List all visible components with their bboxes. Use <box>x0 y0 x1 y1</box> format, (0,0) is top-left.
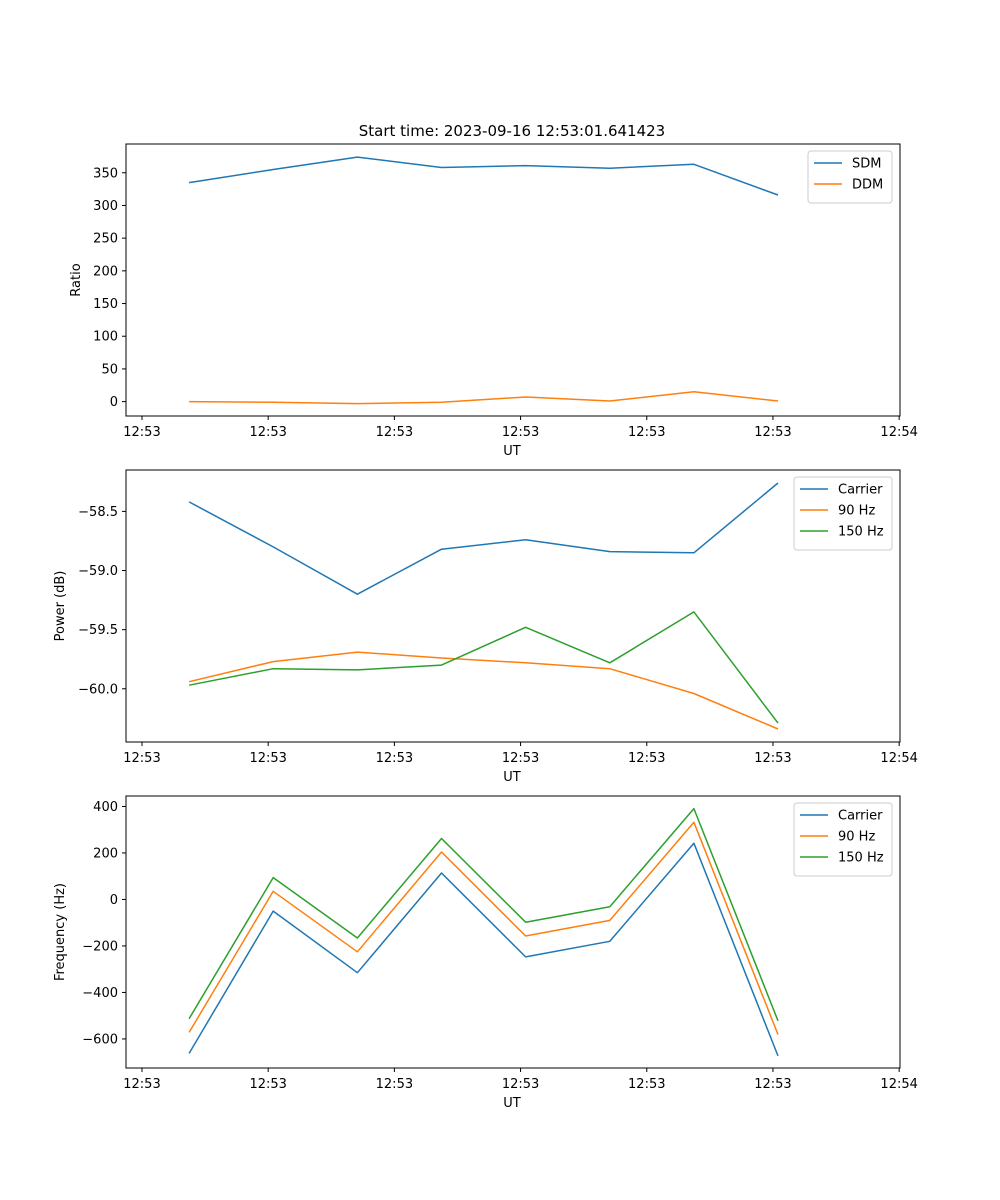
power-y-tick-label: −58.5 <box>78 505 118 520</box>
ratio-y-tick-label: 100 <box>93 330 118 345</box>
power-panel: 12:53 12:53 12:53 12:53 12:53 12:53 12:54 −60.0… <box>53 469 918 785</box>
ratio-x-tick-label: 12:53 <box>754 425 791 440</box>
ratio-legend-label-ddm: DDM <box>852 178 883 193</box>
ratio-y-tick-label: 250 <box>93 232 118 247</box>
power-y-tick-label: −60.0 <box>78 682 118 697</box>
frequency-legend-label-150-hz: 150 Hz <box>838 851 884 866</box>
frequency-legend-label-90-hz: 90 Hz <box>838 830 875 845</box>
ratio-panel: 12:53 12:53 12:53 12:53 12:53 12:53 12:54 0 50 10… <box>69 143 918 459</box>
power-series-carrier-line <box>188 482 779 595</box>
ratio-y-tick-label: 50 <box>101 362 118 377</box>
ratio-x-tick-label: 12:54 <box>880 425 917 440</box>
ratio-x-tick-label: 12:53 <box>249 425 286 440</box>
ratio-x-tick-label: 12:53 <box>502 425 539 440</box>
frequency-x-tick-label: 12:53 <box>376 1077 413 1092</box>
frequency-x-axis-label: UT <box>503 1096 521 1111</box>
frequency-y-tick-label: 200 <box>93 846 118 861</box>
ratio-plot-frame <box>125 143 901 417</box>
ratio-y-tick-label: 350 <box>93 166 118 181</box>
frequency-series-carrier-line <box>188 842 779 1057</box>
frequency-y-axis-label: Frequency (Hz) <box>53 883 68 981</box>
power-x-tick-label: 12:54 <box>880 751 917 766</box>
frequency-x-tick-label: 12:53 <box>754 1077 791 1092</box>
ratio-y-tick-label: 200 <box>93 264 118 279</box>
power-legend-label-90-hz: 90 Hz <box>838 504 875 519</box>
power-legend-label-carrier: Carrier <box>838 483 883 498</box>
power-x-tick-label: 12:53 <box>754 751 791 766</box>
frequency-y-tick-label: 400 <box>93 800 118 815</box>
ratio-x-tick-label: 12:53 <box>376 425 413 440</box>
frequency-x-tick-label: 12:53 <box>249 1077 286 1092</box>
frequency-plot-frame <box>125 795 901 1069</box>
frequency-series-150-hz-line <box>188 807 779 1022</box>
ratio-series-sdm-line <box>188 156 779 196</box>
frequency-x-tick-label: 12:54 <box>880 1077 917 1092</box>
power-x-tick-label: 12:53 <box>628 751 665 766</box>
frequency-panel: 12:53 12:53 12:53 12:53 12:53 12:53 12:54 −600 −… <box>53 795 918 1111</box>
ratio-x-tick-label: 12:53 <box>628 425 665 440</box>
ratio-series-ddm-line <box>189 391 779 405</box>
frequency-x-tick-label: 12:53 <box>502 1077 539 1092</box>
frequency-y-tick-label: 0 <box>110 893 118 908</box>
ratio-legend-box <box>807 150 893 204</box>
frequency-legend-label-carrier: Carrier <box>838 809 883 824</box>
ratio-y-tick-label: 0 <box>110 395 118 410</box>
frequency-y-tick-label: −200 <box>82 939 118 954</box>
power-y-tick-label: −59.0 <box>78 564 118 579</box>
power-y-axis-label: Power (dB) <box>53 571 68 642</box>
power-x-axis-label: UT <box>503 770 521 785</box>
frequency-series-90-hz-line <box>188 821 779 1035</box>
power-series-90-hz-line <box>188 651 779 730</box>
power-plot-frame <box>125 469 901 743</box>
frequency-y-tick-label: −600 <box>82 1032 118 1047</box>
power-legend-label-150-hz: 150 Hz <box>838 525 884 540</box>
ratio-y-axis-label: Ratio <box>69 263 84 296</box>
ratio-x-tick-label: 12:53 <box>123 425 160 440</box>
ratio-y-tick-label: 150 <box>93 297 118 312</box>
power-series-150-hz-line <box>188 611 779 724</box>
figure-title: Start time: 2023-09-16 12:53:01.641423 <box>359 122 665 140</box>
power-x-tick-label: 12:53 <box>376 751 413 766</box>
power-x-tick-label: 12:53 <box>123 751 160 766</box>
ratio-y-tick-label: 300 <box>93 199 118 214</box>
power-x-tick-label: 12:53 <box>249 751 286 766</box>
frequency-x-tick-label: 12:53 <box>123 1077 160 1092</box>
ratio-x-axis-label: UT <box>503 444 521 459</box>
ratio-legend-label-sdm: SDM <box>852 157 881 172</box>
power-y-tick-label: −59.5 <box>78 623 118 638</box>
power-x-tick-label: 12:53 <box>502 751 539 766</box>
frequency-x-tick-label: 12:53 <box>628 1077 665 1092</box>
frequency-y-tick-label: −400 <box>82 986 118 1001</box>
